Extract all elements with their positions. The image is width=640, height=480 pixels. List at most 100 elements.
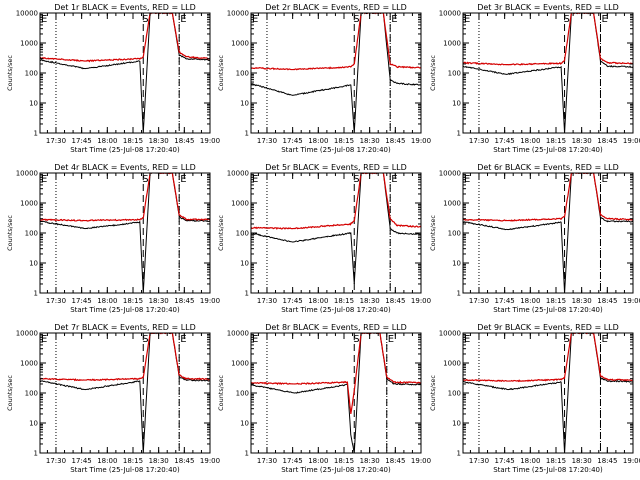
- plot-frame: [250, 332, 422, 454]
- y-axis-label: Counts/sec: [217, 55, 225, 91]
- panel-title: Det 5r BLACK = Events, RED = LLD: [265, 163, 407, 172]
- x-tick-label: 18:00: [308, 297, 328, 305]
- plot-area: [251, 333, 421, 453]
- panel-title: Det 9r BLACK = Events, RED = LLD: [477, 323, 619, 332]
- x-tick-label: 18:00: [308, 457, 328, 465]
- y-tick-label: 1000: [20, 40, 38, 48]
- x-tick-label: 18:30: [149, 297, 169, 305]
- left-frame-marker: E: [41, 174, 47, 185]
- plot-frame: [250, 12, 422, 134]
- y-axis-label: Counts/sec: [429, 375, 437, 411]
- y-tick-label: 1: [245, 130, 249, 138]
- y-tick-label: 10: [240, 420, 249, 428]
- plot-frame: [39, 12, 211, 134]
- x-tick-label: 18:30: [149, 457, 169, 465]
- left-frame-marker: E: [252, 334, 258, 345]
- y-tick-label: 10: [240, 260, 249, 268]
- y-tick-label: 100: [25, 70, 38, 78]
- x-axis-label: Start Time (25-Jul-08 17:20:40): [493, 146, 603, 154]
- y-tick-label: 10000: [439, 170, 461, 178]
- y-tick-label: 100: [236, 390, 249, 398]
- x-tick-label: 17:30: [46, 137, 66, 145]
- saa-end-marker: E: [391, 14, 397, 25]
- y-tick-label: 10000: [16, 170, 38, 178]
- x-tick-label: 19:00: [200, 297, 220, 305]
- saa-start-marker: S: [142, 174, 148, 185]
- y-tick-label: 1000: [20, 360, 38, 368]
- panel-title: Det 3r BLACK = Events, RED = LLD: [477, 3, 619, 12]
- x-tick-label: 18:30: [360, 457, 380, 465]
- y-tick-label: 10: [452, 100, 461, 108]
- saa-end-marker: E: [180, 14, 186, 25]
- x-tick-label: 18:45: [174, 457, 194, 465]
- left-frame-marker: E: [41, 14, 47, 25]
- plot-frame: [39, 172, 211, 294]
- y-tick-label: 10000: [227, 10, 249, 18]
- left-frame-marker: E: [464, 174, 470, 185]
- y-tick-label: 100: [25, 390, 38, 398]
- x-tick-label: 18:00: [520, 297, 540, 305]
- plot-area: [40, 333, 210, 453]
- x-tick-label: 17:30: [257, 297, 277, 305]
- panel-6: Det 6r BLACK = Events, RED = LLD S E E 1 10 10…: [429, 163, 640, 314]
- y-tick-label: 1000: [443, 200, 461, 208]
- series-line-lld: [463, 173, 633, 222]
- panel-7: Det 7r BLACK = Events, RED = LLD S E E 1 10 10…: [6, 323, 220, 474]
- left-frame-marker: E: [464, 14, 470, 25]
- x-tick-label: 18:45: [597, 457, 617, 465]
- x-tick-label: 19:00: [623, 297, 640, 305]
- series-line-lld: [251, 173, 421, 230]
- left-frame-marker: E: [252, 174, 258, 185]
- saa-start-marker: S: [564, 14, 570, 25]
- y-tick-label: 1000: [231, 40, 249, 48]
- saa-start-marker: S: [353, 334, 359, 345]
- y-tick-label: 1000: [231, 360, 249, 368]
- y-tick-label: 1: [245, 450, 249, 458]
- plot-area: [40, 13, 210, 133]
- x-tick-label: 18:45: [174, 137, 194, 145]
- x-tick-label: 17:45: [495, 457, 515, 465]
- saa-end-marker: E: [391, 174, 397, 185]
- y-axis-label: Counts/sec: [217, 215, 225, 251]
- y-axis-label: Counts/sec: [6, 215, 14, 251]
- panel-8: Det 8r BLACK = Events, RED = LLD S E E 1 10 10…: [217, 323, 431, 474]
- x-tick-label: 17:30: [46, 457, 66, 465]
- saa-end-marker: E: [601, 174, 607, 185]
- y-tick-label: 100: [236, 70, 249, 78]
- y-tick-label: 10: [29, 420, 38, 428]
- y-axis-label: Counts/sec: [6, 375, 14, 411]
- plot-area: [40, 173, 210, 293]
- x-tick-label: 18:45: [385, 297, 405, 305]
- series-line-lld: [251, 13, 421, 71]
- series-line-events: [40, 333, 210, 453]
- plot-frame: [250, 172, 422, 294]
- x-tick-label: 18:45: [174, 297, 194, 305]
- series-line-events: [251, 333, 421, 453]
- x-tick-label: 17:30: [469, 457, 489, 465]
- plot-frame: [39, 332, 211, 454]
- x-tick-label: 17:45: [72, 457, 92, 465]
- x-tick-label: 18:45: [597, 137, 617, 145]
- series-line-events: [251, 173, 421, 285]
- plot-frame: [462, 172, 634, 294]
- x-tick-label: 19:00: [623, 457, 640, 465]
- y-tick-label: 10: [29, 100, 38, 108]
- x-tick-label: 17:45: [495, 137, 515, 145]
- y-tick-label: 1: [34, 290, 38, 298]
- y-tick-label: 1: [245, 290, 249, 298]
- panel-title: Det 4r BLACK = Events, RED = LLD: [54, 163, 196, 172]
- left-frame-marker: E: [41, 334, 47, 345]
- x-tick-label: 18:15: [123, 457, 143, 465]
- panel-title: Det 1r BLACK = Events, RED = LLD: [54, 3, 196, 12]
- y-tick-label: 10000: [16, 330, 38, 338]
- x-tick-label: 17:30: [257, 137, 277, 145]
- x-tick-label: 19:00: [200, 457, 220, 465]
- saa-start-marker: S: [353, 174, 359, 185]
- series-line-lld: [40, 333, 210, 382]
- panel-2: Det 2r BLACK = Events, RED = LLD S E E 1 10 10…: [217, 3, 431, 154]
- x-tick-label: 18:15: [546, 137, 566, 145]
- x-axis-label: Start Time (25-Jul-08 17:20:40): [493, 306, 603, 314]
- y-tick-label: 10000: [439, 10, 461, 18]
- plot-frame: [462, 12, 634, 134]
- x-tick-label: 19:00: [411, 297, 431, 305]
